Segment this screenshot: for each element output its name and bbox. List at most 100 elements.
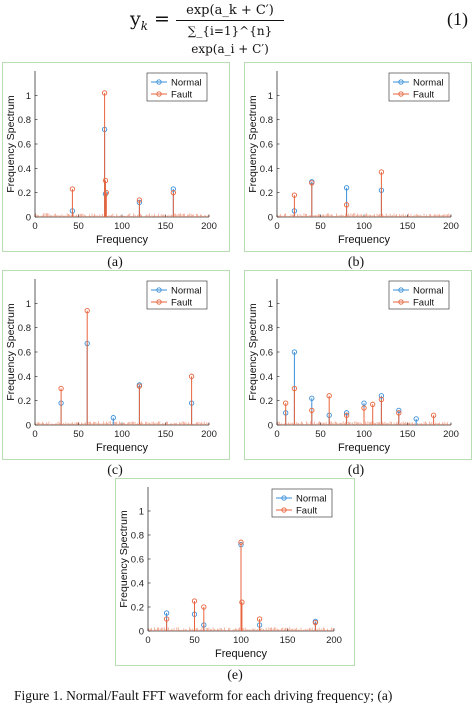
softmax-equation: yk = exp(a_k + C′) ∑_{i=1}^{n} exp(a_i +… xyxy=(0,0,474,58)
fault-point xyxy=(84,307,90,314)
fault-point xyxy=(312,619,319,626)
legend-normal-label: Normal xyxy=(171,286,202,297)
y-tick-label: 0.8 xyxy=(18,323,31,334)
y-tick-label: 0.4 xyxy=(260,164,273,175)
y-tick-label: 0.2 xyxy=(18,396,31,407)
legend-box xyxy=(146,72,208,102)
x-tick-label: 150 xyxy=(400,429,416,440)
y-tick-label: 0.2 xyxy=(260,396,273,407)
x-tick-label: 100 xyxy=(356,221,372,232)
normal-point xyxy=(361,400,367,406)
legend-box xyxy=(388,72,450,102)
fault-point xyxy=(58,385,64,392)
x-tick-label: 100 xyxy=(233,635,249,646)
y-tick-label: 0.6 xyxy=(18,348,31,359)
fault-point xyxy=(291,192,298,198)
x-tick-label: 200 xyxy=(201,221,217,232)
y-tick-label: 0 xyxy=(268,213,273,224)
fault-point xyxy=(188,373,195,379)
chart-panel-d: 0 0.2 0.4 0.6 0.8 1 0 50 100 150 200 Frequency Frequ… xyxy=(244,270,472,460)
x-axis-label: Frequency xyxy=(338,442,390,454)
x-tick-label: 150 xyxy=(400,221,416,232)
legend-normal-marker xyxy=(156,287,162,293)
fault-point xyxy=(238,539,244,545)
normal-point xyxy=(163,610,170,616)
y-axis-label: Frequency Spectrum xyxy=(5,95,17,193)
normal-point xyxy=(413,416,419,422)
chart-panel-c: 0 0.2 0.4 0.6 0.8 1 0 50 100 150 200 Frequency Frequ… xyxy=(2,270,230,460)
y-axis-label: Frequency Spectrum xyxy=(5,303,17,401)
chart-svg: 0 0.2 0.4 0.6 0.8 1 0 50 100 150 200 Frequency Frequ… xyxy=(5,279,217,454)
x-tick-label: 50 xyxy=(73,221,84,232)
y-tick-label: 0.6 xyxy=(18,140,31,151)
legend-fault-label: Fault xyxy=(413,90,434,101)
fault-point xyxy=(370,401,376,407)
fault-point xyxy=(396,410,402,416)
legend-fault-marker xyxy=(281,507,287,513)
x-tick-label: 50 xyxy=(315,221,326,232)
subfigure-caption-e: (e) xyxy=(227,668,243,683)
y-tick-label: 1 xyxy=(26,299,31,310)
equation-lhs: yk = xyxy=(130,8,170,33)
y-tick-label: 0.8 xyxy=(18,115,31,126)
x-tick-label: 0 xyxy=(32,221,37,232)
y-tick-label: 1 xyxy=(268,299,273,310)
fault-point xyxy=(326,393,332,399)
fault-point xyxy=(69,186,76,192)
legend-normal-marker xyxy=(281,495,287,501)
fault-point xyxy=(170,190,176,196)
fault-point xyxy=(309,180,315,186)
normal-point xyxy=(343,410,350,416)
y-tick-label: 1 xyxy=(268,91,273,102)
y-tick-label: 0.4 xyxy=(18,164,31,175)
y-tick-label: 0.2 xyxy=(131,603,144,614)
equation-denominator: ∑_{i=1}^{n} exp(a_i + C′) xyxy=(187,24,273,56)
y-tick-label: 0.6 xyxy=(131,555,144,566)
legend-normal-label: Normal xyxy=(171,78,202,89)
legend-normal-label: Normal xyxy=(413,286,444,297)
fault-point xyxy=(191,598,198,604)
normal-point xyxy=(396,407,402,414)
legend-fault-label: Fault xyxy=(171,298,192,309)
fault-point xyxy=(343,412,350,418)
x-axis-label: Frequency xyxy=(215,648,267,660)
x-tick-label: 50 xyxy=(73,429,84,440)
fault-point xyxy=(430,412,437,418)
fault-point xyxy=(343,202,350,208)
legend-normal-marker xyxy=(156,79,162,85)
subfigure-caption-b: (b) xyxy=(347,255,365,270)
x-tick-label: 100 xyxy=(114,429,130,440)
fault-point xyxy=(378,396,385,403)
y-tick-label: 0.6 xyxy=(260,140,273,151)
legend-fault-marker xyxy=(156,91,162,97)
legend-box xyxy=(146,280,208,310)
y-axis-label: Frequency Spectrum xyxy=(118,510,130,608)
chart-svg: 0 0.2 0.4 0.6 0.8 1 0 50 100 150 200 Frequency Frequ… xyxy=(247,71,459,246)
legend-fault-marker xyxy=(156,299,162,305)
fault-point xyxy=(201,604,207,610)
x-tick-label: 100 xyxy=(114,221,130,232)
y-tick-label: 0 xyxy=(268,421,273,432)
y-tick-label: 0 xyxy=(139,627,144,638)
y-tick-label: 0.2 xyxy=(260,188,273,199)
legend-fault-marker xyxy=(398,91,404,97)
subfigure-caption-a: (a) xyxy=(107,255,123,270)
chart-svg: 0 0.2 0.4 0.6 0.8 1 0 50 100 150 200 Frequency Frequ… xyxy=(118,487,342,660)
x-tick-label: 100 xyxy=(356,429,372,440)
figure-caption: Figure 1. Normal/Fault FFT waveform for … xyxy=(14,688,393,703)
fault-point xyxy=(102,177,109,184)
fault-point xyxy=(378,169,385,175)
x-tick-label: 200 xyxy=(326,635,342,646)
subfigure-caption-c: (c) xyxy=(107,463,123,478)
normal-point xyxy=(309,395,315,401)
y-tick-label: 0 xyxy=(26,421,31,432)
x-tick-label: 200 xyxy=(443,429,459,440)
equation-number: (1) xyxy=(447,9,468,29)
y-axis-label: Frequency Spectrum xyxy=(247,95,259,193)
x-tick-label: 150 xyxy=(158,221,174,232)
equation-numerator: exp(a_k + C′) xyxy=(186,3,274,18)
x-tick-label: 50 xyxy=(315,429,326,440)
chart-panel-a: 0 0.2 0.4 0.6 0.8 1 0 50 100 150 200 Frequency Frequ… xyxy=(2,62,230,252)
x-tick-label: 0 xyxy=(145,635,150,646)
noise-floor xyxy=(35,213,209,217)
